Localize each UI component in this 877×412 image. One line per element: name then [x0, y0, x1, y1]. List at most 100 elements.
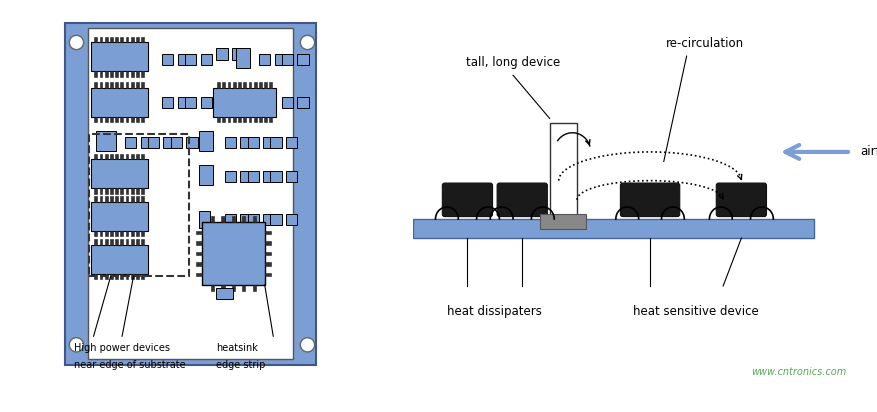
Bar: [131, 117, 133, 122]
Bar: [236, 48, 250, 68]
Bar: [90, 245, 147, 274]
Bar: [270, 137, 282, 148]
Bar: [95, 37, 97, 42]
Bar: [95, 231, 97, 236]
Bar: [243, 82, 246, 88]
Bar: [253, 285, 256, 291]
Bar: [270, 171, 282, 182]
Bar: [216, 48, 227, 60]
Bar: [282, 54, 293, 65]
Text: www.cntronics.com: www.cntronics.com: [751, 367, 845, 377]
Bar: [263, 213, 275, 225]
Bar: [99, 239, 103, 245]
Bar: [110, 117, 113, 122]
Bar: [120, 239, 123, 245]
Bar: [162, 97, 174, 108]
Bar: [140, 137, 152, 148]
Bar: [95, 239, 97, 245]
Bar: [222, 82, 225, 88]
Bar: [253, 82, 256, 88]
Bar: [170, 137, 182, 148]
Bar: [125, 274, 128, 279]
Bar: [99, 274, 103, 279]
Bar: [110, 197, 113, 202]
Bar: [217, 117, 220, 122]
Bar: [243, 117, 246, 122]
Bar: [131, 274, 133, 279]
Bar: [99, 197, 103, 202]
Bar: [210, 216, 214, 222]
Bar: [131, 188, 133, 194]
Bar: [185, 97, 196, 108]
Bar: [125, 137, 136, 148]
Bar: [227, 117, 230, 122]
Bar: [104, 231, 108, 236]
Bar: [136, 231, 139, 236]
Bar: [141, 239, 144, 245]
Bar: [253, 216, 256, 222]
Bar: [264, 262, 271, 266]
Bar: [104, 37, 108, 42]
Bar: [196, 231, 202, 234]
Bar: [125, 71, 128, 77]
Bar: [259, 82, 261, 88]
Bar: [125, 117, 128, 122]
Bar: [95, 82, 97, 88]
Bar: [264, 117, 267, 122]
Bar: [259, 117, 261, 122]
Bar: [282, 97, 293, 108]
Bar: [90, 202, 147, 231]
Bar: [125, 239, 128, 245]
Text: heatsink: heatsink: [216, 342, 258, 353]
Bar: [264, 241, 271, 245]
Bar: [221, 285, 225, 291]
Bar: [96, 131, 117, 151]
FancyBboxPatch shape: [716, 183, 766, 217]
Bar: [186, 137, 197, 148]
Bar: [104, 239, 108, 245]
Bar: [147, 137, 159, 148]
Bar: [99, 154, 103, 159]
Bar: [259, 54, 270, 65]
Bar: [115, 274, 118, 279]
Bar: [115, 71, 118, 77]
Bar: [120, 188, 123, 194]
Bar: [120, 274, 123, 279]
Bar: [110, 274, 113, 279]
Bar: [131, 231, 133, 236]
Bar: [115, 117, 118, 122]
Bar: [242, 285, 246, 291]
Bar: [232, 216, 235, 222]
Bar: [222, 117, 225, 122]
Bar: [263, 137, 275, 148]
Bar: [115, 154, 118, 159]
Bar: [125, 82, 128, 88]
Bar: [104, 71, 108, 77]
Bar: [141, 188, 144, 194]
Bar: [240, 137, 252, 148]
Bar: [232, 82, 235, 88]
Bar: [88, 28, 293, 359]
Bar: [253, 117, 256, 122]
Text: edge strip: edge strip: [216, 360, 265, 370]
Bar: [185, 54, 196, 65]
Bar: [115, 197, 118, 202]
Bar: [225, 213, 236, 225]
Text: heat dissipaters: heat dissipaters: [447, 305, 542, 318]
Bar: [248, 82, 251, 88]
Bar: [136, 71, 139, 77]
FancyBboxPatch shape: [496, 183, 546, 217]
Bar: [199, 211, 210, 228]
Bar: [99, 37, 103, 42]
Bar: [162, 54, 174, 65]
Bar: [125, 188, 128, 194]
Bar: [196, 273, 202, 276]
Bar: [196, 252, 202, 255]
Bar: [141, 154, 144, 159]
Bar: [110, 231, 113, 236]
Bar: [199, 131, 213, 151]
Bar: [104, 197, 108, 202]
Bar: [264, 252, 271, 255]
Bar: [297, 97, 309, 108]
Bar: [104, 188, 108, 194]
